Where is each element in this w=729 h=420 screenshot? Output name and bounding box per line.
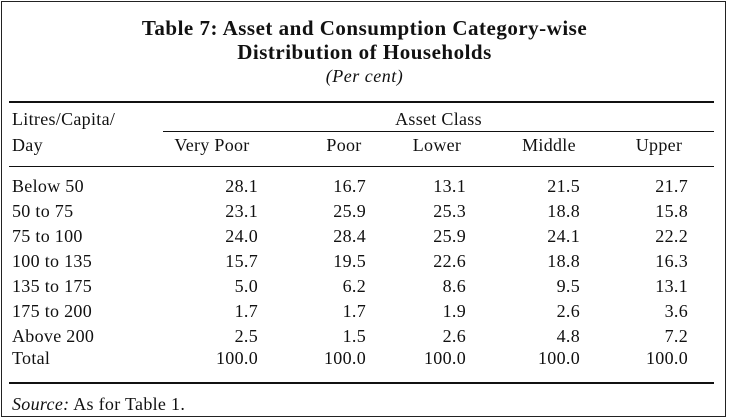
table-cell: 1.7 [342,301,366,321]
row-label: Above 200 [12,326,95,346]
table-cell: 22.6 [433,251,466,271]
table-cell: 23.1 [225,201,258,221]
table-cell: 16.3 [655,251,688,271]
row-label: 135 to 175 [12,276,93,296]
table-title-line-2: Distribution of Households [237,40,492,64]
table-cell: 3.6 [664,301,688,321]
row-label: Total [12,348,51,368]
table-cell: 100.0 [646,348,688,368]
table-cell: 100.0 [424,348,466,368]
table-cell: 15.8 [655,201,688,221]
table-subtitle: (Per cent) [325,66,404,86]
table-title-line-1: Table 7: Asset and Consumption Category-… [141,16,588,40]
row-label: 75 to 100 [12,226,83,246]
row-header-line-1: Litres/Capita/ [12,109,116,129]
row-label: 50 to 75 [12,201,74,221]
asset-class-rule [163,131,714,132]
table-cell: 16.7 [333,176,366,196]
table-cell: 100.0 [324,348,366,368]
table-cell: 100.0 [216,348,258,368]
table-cell: 19.5 [333,251,366,271]
table-cell: 2.6 [442,326,466,346]
row-label: Below 50 [12,176,84,196]
bottom-rule [9,382,714,384]
table-cell: 5.0 [234,276,258,296]
source-note: Source: As for Table 1. [12,394,185,415]
row-label: 175 to 200 [12,301,93,321]
header-rule [9,166,714,167]
table-cell: 24.1 [547,226,580,246]
table-cell: 25.3 [433,201,466,221]
top-rule [9,101,714,103]
table-cell: 28.4 [333,226,366,246]
table-cell: 2.6 [556,301,580,321]
table-cell: 13.1 [655,276,688,296]
column-header: Middle [522,135,576,155]
source-text: As for Table 1. [73,394,186,414]
column-header: Lower [412,135,462,155]
table-cell: 1.5 [342,326,366,346]
column-header: Upper [635,135,683,155]
source-label: Source: [12,394,70,414]
table-cell: 1.7 [234,301,258,321]
row-header-line-2: Day [12,135,43,155]
row-label: 100 to 135 [12,251,93,271]
table-cell: 100.0 [538,348,580,368]
table-cell: 7.2 [664,326,688,346]
table-cell: 15.7 [225,251,258,271]
table-cell: 1.9 [442,301,466,321]
table-cell: 25.9 [433,226,466,246]
table-cell: 22.2 [655,226,688,246]
table-cell: 21.7 [655,176,688,196]
table-cell: 2.5 [234,326,258,346]
table-cell: 25.9 [333,201,366,221]
table-cell: 6.2 [342,276,366,296]
table-cell: 8.6 [442,276,466,296]
table-cell: 24.0 [225,226,258,246]
table-cell: 4.8 [556,326,580,346]
column-header: Poor [326,135,362,155]
table-cell: 13.1 [433,176,466,196]
table-cell: 21.5 [547,176,580,196]
column-header: Very Poor [174,135,250,155]
table-cell: 18.8 [547,251,580,271]
table-cell: 18.8 [547,201,580,221]
table-cell: 28.1 [225,176,258,196]
table-cell: 9.5 [556,276,580,296]
asset-class-header: Asset Class [395,109,482,129]
